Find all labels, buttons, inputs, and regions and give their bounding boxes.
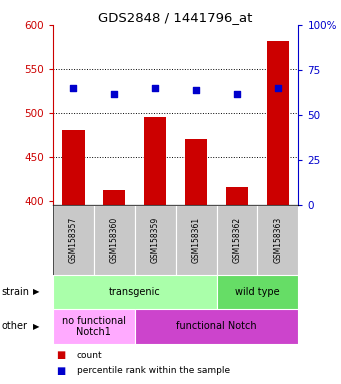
Point (112, 91, 117, 97)
Bar (103, 190, 125, 384)
Bar (94, 205, 135, 275)
Text: GSM158361: GSM158361 (192, 217, 201, 263)
Bar (226, 187, 248, 384)
Bar (176, 205, 217, 275)
Bar (217, 205, 257, 275)
Title: GDS2848 / 1441796_at: GDS2848 / 1441796_at (99, 11, 253, 24)
Point (152, 85, 158, 91)
Text: transgenic: transgenic (109, 287, 161, 297)
Bar (135, 205, 176, 275)
Text: ■: ■ (56, 350, 65, 360)
Text: functional Notch: functional Notch (176, 321, 257, 331)
Text: other: other (2, 321, 28, 331)
Point (71, 85, 76, 91)
Text: count: count (77, 351, 102, 360)
Bar (53, 309, 135, 344)
Bar (217, 275, 298, 309)
Point (234, 91, 240, 97)
Text: GSM158363: GSM158363 (273, 217, 282, 263)
Text: GSM158359: GSM158359 (151, 217, 160, 263)
Bar (62, 130, 85, 384)
Text: ▶: ▶ (33, 322, 40, 331)
Bar (144, 118, 166, 384)
Bar (53, 275, 217, 309)
Bar (185, 139, 207, 384)
Text: wild type: wild type (235, 287, 280, 297)
Bar (267, 41, 289, 384)
Bar (257, 205, 298, 275)
Text: ▶: ▶ (33, 287, 40, 296)
Text: GSM158360: GSM158360 (110, 217, 119, 263)
Text: no functional
Notch1: no functional Notch1 (62, 316, 126, 337)
Point (275, 85, 281, 91)
Text: ■: ■ (56, 366, 65, 376)
Bar (53, 205, 94, 275)
Bar (135, 309, 298, 344)
Point (193, 87, 199, 93)
Text: GSM158362: GSM158362 (233, 217, 241, 263)
Text: GSM158357: GSM158357 (69, 217, 78, 263)
Text: strain: strain (2, 287, 30, 297)
Text: percentile rank within the sample: percentile rank within the sample (77, 366, 230, 375)
